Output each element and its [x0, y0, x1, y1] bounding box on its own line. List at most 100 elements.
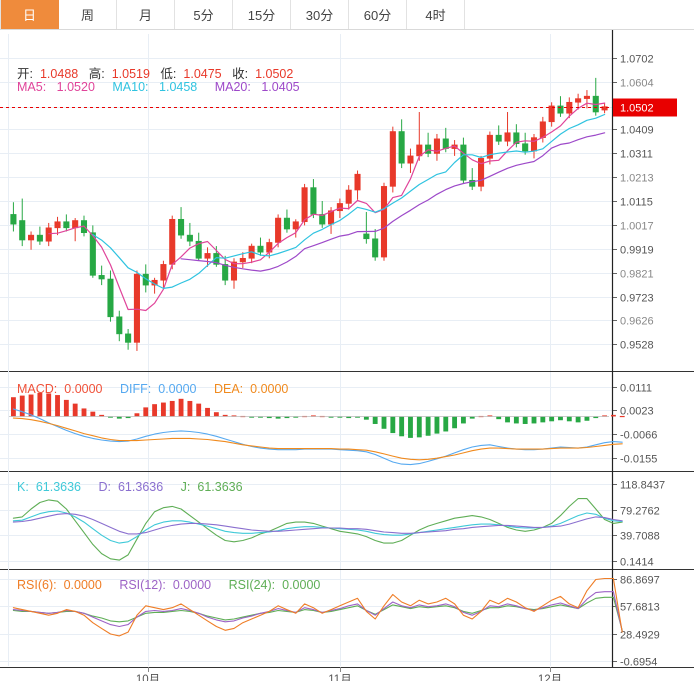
- macd-bar: [487, 415, 493, 417]
- y-axis-label: 57.6813: [620, 602, 660, 614]
- candle-body: [513, 132, 520, 145]
- timeframe-tab-0[interactable]: 日: [0, 0, 59, 29]
- y-axis-label: 1.0311: [620, 149, 653, 161]
- y-axis-label: -0.0066: [620, 430, 657, 442]
- candle-body: [257, 245, 264, 253]
- macd-bar: [355, 416, 360, 418]
- rsi6-line: [12, 577, 623, 637]
- y-axis-label: 39.7088: [620, 531, 660, 543]
- timeframe-tab-7[interactable]: 4时: [407, 0, 465, 29]
- macd-bar: [222, 414, 228, 417]
- candle-body: [204, 253, 211, 259]
- timeframe-tab-6[interactable]: 60分: [349, 0, 407, 29]
- timeframe-tab-5[interactable]: 30分: [291, 0, 349, 29]
- candle-body: [539, 121, 546, 138]
- timeframe-tab-1[interactable]: 周: [59, 0, 117, 29]
- candle-body: [133, 273, 140, 343]
- ma5-line: [48, 102, 606, 312]
- ma20-line: [180, 132, 606, 272]
- macd-bar: [231, 415, 237, 417]
- macd-bar: [566, 416, 572, 422]
- candle-body: [425, 144, 432, 154]
- candle-body: [372, 238, 379, 258]
- y-axis-label: 86.8697: [620, 575, 660, 587]
- timeframe-toolbar: 日 周 月 5分 15分 30分 60分 4时: [0, 0, 694, 30]
- candle-body: [398, 131, 405, 164]
- candle-body: [345, 189, 352, 204]
- macd-bar: [10, 397, 16, 417]
- candle-body: [478, 158, 485, 187]
- timeframe-tab-label: 15分: [247, 8, 276, 23]
- macd-bar: [310, 415, 316, 417]
- macd-bar: [249, 416, 255, 418]
- candle-body: [495, 134, 502, 142]
- candle-body: [336, 203, 343, 212]
- timeframe-tab-label: 月: [138, 8, 152, 23]
- macd-bar: [531, 416, 537, 424]
- candle-body: [239, 257, 246, 263]
- candle-body: [107, 278, 114, 318]
- kdj-d-line: [12, 513, 623, 535]
- y-axis-label: 0.9626: [620, 316, 654, 328]
- macd-bar: [134, 413, 140, 417]
- candle-body: [601, 106, 608, 111]
- macd-bar: [178, 398, 184, 417]
- current-price-badge: [613, 98, 677, 117]
- candle-body: [292, 221, 299, 230]
- macd-bar: [460, 416, 466, 424]
- macd-bar: [266, 416, 272, 419]
- macd-histogram: [10, 392, 625, 438]
- candle-body: [442, 138, 449, 149]
- candle-body: [575, 98, 582, 103]
- y-axis-label: 1.0115: [620, 197, 653, 209]
- candle-body: [28, 234, 35, 241]
- candle-body: [522, 143, 529, 152]
- macd-bar: [205, 407, 210, 417]
- y-axis-label: 1.0409: [620, 125, 654, 137]
- chart-background: [0, 30, 694, 681]
- current-price-badge-label: 1.0502: [620, 103, 654, 115]
- candle-body: [469, 179, 476, 187]
- macd-bar: [72, 403, 78, 417]
- macd-bar: [37, 392, 43, 417]
- macd-bar: [90, 411, 96, 417]
- candle-body: [310, 187, 317, 215]
- macd-bar: [143, 407, 149, 417]
- timeframe-tab-4[interactable]: 15分: [233, 0, 291, 29]
- macd-bar: [275, 416, 281, 419]
- y-axis-label: 0.0111: [620, 383, 652, 395]
- timeframe-tab-3[interactable]: 5分: [175, 0, 233, 29]
- candle-body: [283, 217, 290, 230]
- chart-svg[interactable]: 1.0702 1.0604 1.0502 1.0409 1.0311 1.0213 1.01…: [0, 30, 694, 681]
- candle-body: [160, 264, 167, 281]
- y-axis-label: 1.0604: [620, 78, 654, 90]
- candle-body: [557, 105, 564, 114]
- macd-bar: [425, 416, 431, 436]
- macd-bar: [81, 408, 87, 417]
- candle-body: [125, 333, 132, 343]
- y-axis-label: 0.1414: [620, 557, 654, 569]
- candle-body: [195, 240, 202, 259]
- macd-bar: [363, 416, 369, 420]
- macd-bar: [169, 400, 175, 417]
- macd-bar: [549, 416, 555, 422]
- y-axis-label: -0.6954: [620, 657, 657, 669]
- candle-body: [548, 105, 555, 123]
- timeframe-tab-label: 30分: [305, 8, 334, 23]
- chart-canvas-area[interactable]: 1.0702 1.0604 1.0502 1.0409 1.0311 1.0213 1.01…: [0, 30, 694, 681]
- candle-body: [98, 275, 105, 280]
- y-axis-label: 28.4929: [620, 630, 660, 642]
- candle-body: [460, 144, 467, 181]
- timeframe-tab-label: 5分: [193, 8, 214, 23]
- macd-bar: [496, 416, 502, 420]
- macd-bar: [434, 416, 440, 434]
- y-axis-label: 0.9723: [620, 293, 654, 305]
- candle-body: [186, 234, 193, 242]
- timeframe-tab-2[interactable]: 月: [117, 0, 175, 29]
- candle-body: [433, 138, 440, 154]
- macd-bar: [540, 416, 546, 423]
- y-axis-label: 79.2762: [620, 506, 660, 518]
- macd-bar: [28, 394, 34, 417]
- candle-body: [230, 261, 238, 281]
